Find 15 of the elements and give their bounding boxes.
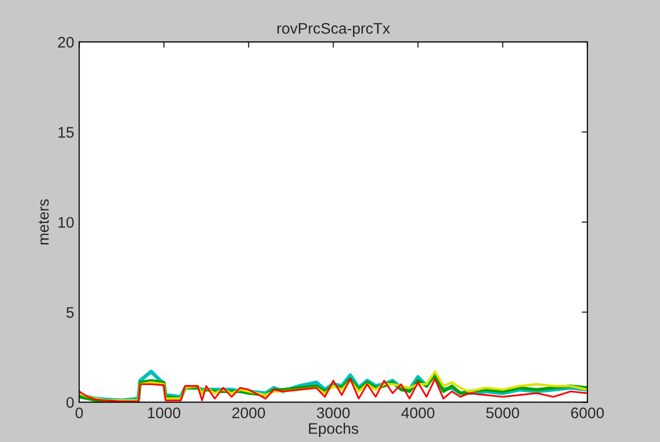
y-tick-label: 5 [66, 307, 74, 318]
y-axis-title: meters [38, 199, 49, 244]
y-tick-label: 15 [58, 127, 74, 138]
y-tick-label: 20 [58, 36, 74, 48]
x-axis-title: Epochs [309, 422, 358, 437]
x-tick-label: 6000 [571, 407, 604, 418]
x-tick-label: 2000 [232, 407, 265, 418]
x-tick-label: 1000 [148, 407, 180, 418]
chart-title: rovPrcSca-prcTx [277, 22, 390, 37]
y-tick-label: 10 [58, 216, 74, 228]
x-tick-label: 4000 [401, 407, 434, 418]
x-tick-label: 5000 [486, 407, 520, 418]
x-tick-label: 0 [76, 407, 83, 418]
x-tick-label: 3000 [316, 407, 350, 418]
y-tick-label: 0 [66, 397, 74, 408]
